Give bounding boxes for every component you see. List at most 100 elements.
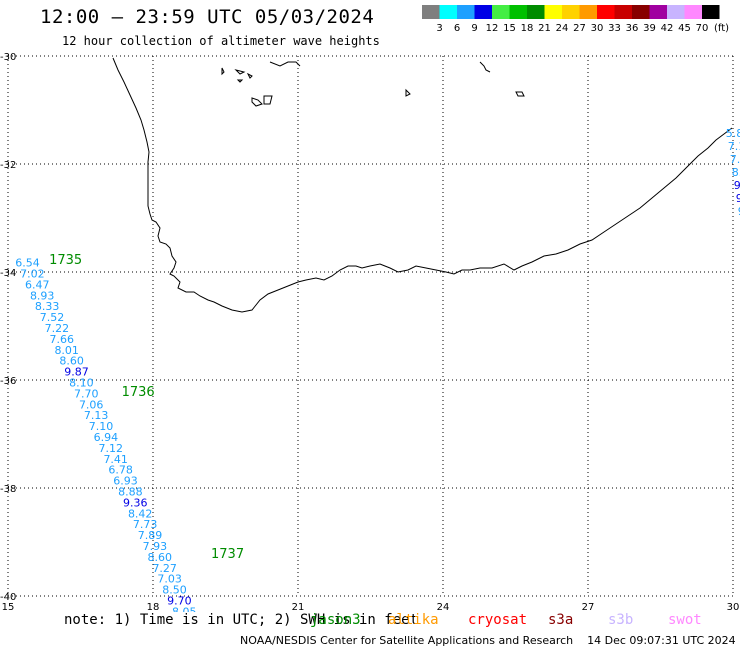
wave-height-value: 8.60 [59, 355, 84, 368]
legend-swatch [702, 5, 720, 19]
track-time-label: 1736 [122, 385, 155, 400]
legend-label: 21 [538, 23, 551, 34]
legend-label: 70 [696, 23, 709, 34]
wave-height-value: 7.27 [152, 562, 177, 575]
legend-swatch [509, 5, 527, 19]
wave-height-value: 7.41 [103, 453, 128, 466]
legend-swatch [457, 5, 475, 19]
wave-height-value: 8.01 [54, 344, 78, 357]
wave-height-value: 7.03 [157, 573, 182, 586]
legend-label: 12 [486, 23, 499, 34]
lat-tick-label: -38 [0, 484, 16, 495]
lon-tick-label: 15 [2, 602, 15, 612]
legend-unit: (ft) [714, 23, 729, 34]
legend-swatch [597, 5, 615, 19]
legend-label: 42 [661, 23, 674, 34]
wave-height-value: 9 [738, 205, 740, 218]
legend-label: 39 [643, 23, 656, 34]
legend-label: 6 [454, 23, 460, 34]
lat-tick-label: -40 [0, 592, 16, 603]
legend-swatch [667, 5, 685, 19]
lon-tick-label: 21 [292, 602, 305, 612]
wave-height-value: 7.06 [79, 398, 104, 411]
legend-label: 45 [678, 23, 691, 34]
legend-swatch [527, 5, 545, 19]
map-title: 12:00 – 23:59 UTC 05/03/2024 [40, 6, 375, 28]
wave-height-value: 8.93 [30, 289, 55, 302]
track-time-label: 1735 [49, 253, 82, 268]
wave-height-value: 7.70 [74, 387, 99, 400]
satellite-legend-cryosat: cryosat [468, 612, 528, 628]
wave-height-value: 5.86 [726, 127, 740, 140]
lon-tick-label: 18 [147, 602, 160, 612]
legend-swatch [579, 5, 597, 19]
legend-label: 9 [471, 23, 477, 34]
wave-height-value: 7.66 [50, 333, 75, 346]
note-text: note: 1) Time is in UTC; 2) SWH is in fe… [64, 612, 419, 628]
legend-label: 36 [626, 23, 639, 34]
wave-height-value: 8.88 [118, 486, 142, 499]
legend-swatch [474, 5, 492, 19]
wave-height-value: 7.12 [99, 442, 124, 455]
legend-label: 33 [608, 23, 621, 34]
wave-height-value: 8.42 [128, 507, 153, 520]
wave-height-value: 7.13 [84, 409, 109, 422]
legend-label: 15 [503, 23, 516, 34]
lat-tick-label: -32 [0, 160, 16, 171]
wave-height-value: 6.78 [108, 464, 133, 477]
legend-swatch [544, 5, 562, 19]
track-time-label: 1737 [211, 547, 244, 562]
wave-height-value: 8.33 [35, 300, 60, 313]
map-subtitle: 12 hour collection of altimeter wave hei… [62, 34, 380, 48]
legend-swatch [649, 5, 667, 19]
legend-swatch [422, 5, 440, 19]
footer-center: NOAA/NESDIS Center for Satellite Applica… [240, 634, 574, 647]
satellite-legend-s3b: s3b [608, 612, 634, 628]
wave-height-value: 9. [734, 179, 740, 192]
satellite-legend-jason3: jason3 [310, 612, 361, 628]
wave-height-value: 8.60 [148, 551, 173, 564]
wave-height-value: 7.52 [40, 311, 65, 324]
lat-tick-label: -30 [0, 52, 16, 63]
lon-tick-label: 24 [437, 602, 450, 612]
wave-height-value: 7.93 [143, 540, 168, 553]
wave-height-map: 15 18 21 24 27 30-30-32-34-36-38-40 6.547.026… [0, 52, 740, 612]
legend-label: 30 [591, 23, 604, 34]
wave-height-value: 8.05 [172, 605, 197, 612]
legend-swatch [439, 5, 457, 19]
wave-height-value: 7.1 [728, 140, 740, 153]
wave-height-value: 7.22 [45, 322, 70, 335]
wave-height-value: 6.94 [94, 431, 119, 444]
satellite-legend-altika: altika [388, 612, 439, 628]
wave-height-value: 7.89 [138, 529, 163, 542]
wave-height-value: 9.36 [123, 496, 148, 509]
wave-height-value: 6.54 [15, 257, 40, 270]
wave-height-value: 9.87 [64, 366, 89, 379]
legend-swatch [614, 5, 632, 19]
legend-swatch [562, 5, 580, 19]
legend-label: 18 [521, 23, 534, 34]
lon-tick-label: 27 [582, 602, 595, 612]
legend-swatch [492, 5, 510, 19]
legend-label: 24 [556, 23, 569, 34]
wave-height-value: 9.70 [167, 595, 192, 608]
lat-tick-label: -36 [0, 376, 16, 387]
wave-height-value: 9 [736, 192, 740, 205]
lat-tick-label: -34 [0, 268, 16, 279]
wave-height-value: 6.47 [25, 278, 50, 291]
footer-credit: NOAA/NESDIS Center for Satellite Applica… [240, 634, 736, 647]
wave-height-value: 7.10 [89, 420, 114, 433]
lon-tick-label: 30 [727, 602, 740, 612]
wave-height-value: 7.6 [730, 153, 740, 166]
coastline [112, 57, 733, 313]
color-legend: 3 6 9 12 15 18 21 24 27 30 33 36 39 42 45 70 (ft) [422, 5, 729, 34]
footer-timestamp: 14 Dec 09:07:31 UTC 2024 [587, 634, 736, 647]
wave-height-value: 7.02 [20, 268, 45, 281]
satellite-legend-swot: swot [668, 612, 702, 628]
legend-swatch [684, 5, 702, 19]
legend-swatch [632, 5, 650, 19]
wave-height-value: 6.93 [113, 475, 138, 488]
legend-label: 3 [436, 23, 442, 34]
satellite-legend-s3a: s3a [548, 612, 574, 628]
legend-label: 27 [573, 23, 586, 34]
